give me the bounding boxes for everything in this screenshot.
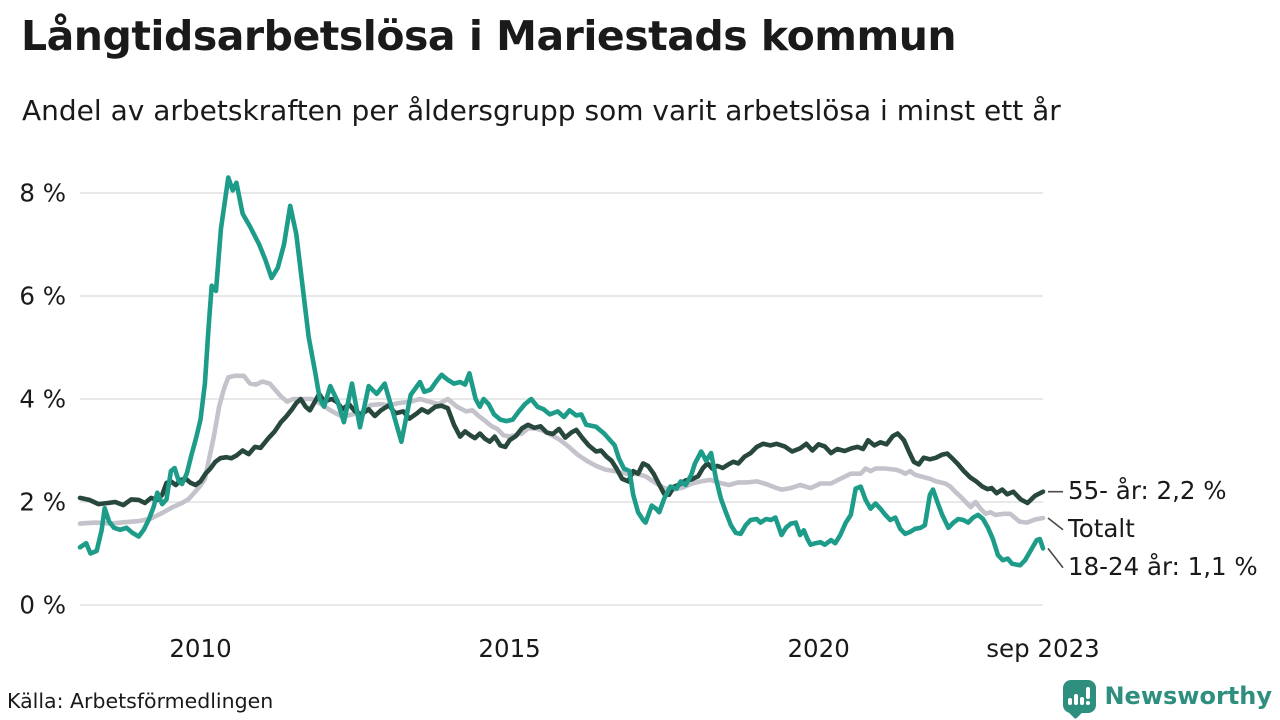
annotation-connector	[1047, 547, 1064, 569]
series-line-55- år	[77, 391, 1046, 508]
series-end-label: Totalt	[1068, 513, 1135, 543]
series-end-label: 18-24 år: 1,1 %	[1068, 551, 1258, 581]
chart-subtitle: Andel av arbetskraften per åldersgrupp s…	[22, 94, 1061, 127]
newsworthy-chart-bubble-icon	[1063, 680, 1097, 720]
x-axis-label: sep 2023	[986, 634, 1100, 663]
series-end-label: 55- år: 2,2 %	[1068, 475, 1227, 505]
y-axis-label: 6 %	[19, 282, 66, 311]
y-axis-label: 4 %	[19, 385, 66, 414]
newsworthy-logo: Newsworthy	[1063, 680, 1272, 720]
chart-title: Långtidsarbetslösa i Mariestads kommun	[21, 12, 957, 60]
series-line-Totalt	[77, 373, 1046, 526]
y-axis-label: 8 %	[19, 179, 66, 208]
newsworthy-wordmark: Newsworthy	[1104, 682, 1272, 710]
series-line-18-24 år	[77, 175, 1046, 568]
source-note: Källa: Arbetsförmedlingen	[7, 689, 274, 713]
x-axis-label: 2015	[478, 634, 540, 663]
axis-labels: 8 % 6 % 4 % 2 % 0 % 2010 2015 2020 sep 2023	[19, 179, 1099, 664]
x-axis-label: 2020	[787, 634, 849, 663]
series-lines	[77, 175, 1046, 568]
gridlines	[80, 192, 1043, 606]
x-axis-label: 2010	[169, 634, 231, 663]
y-axis-label: 2 %	[19, 488, 66, 517]
y-axis-label: 0 %	[19, 591, 66, 620]
annotation-connector	[1047, 517, 1064, 531]
annotation-connectors	[1047, 490, 1064, 569]
